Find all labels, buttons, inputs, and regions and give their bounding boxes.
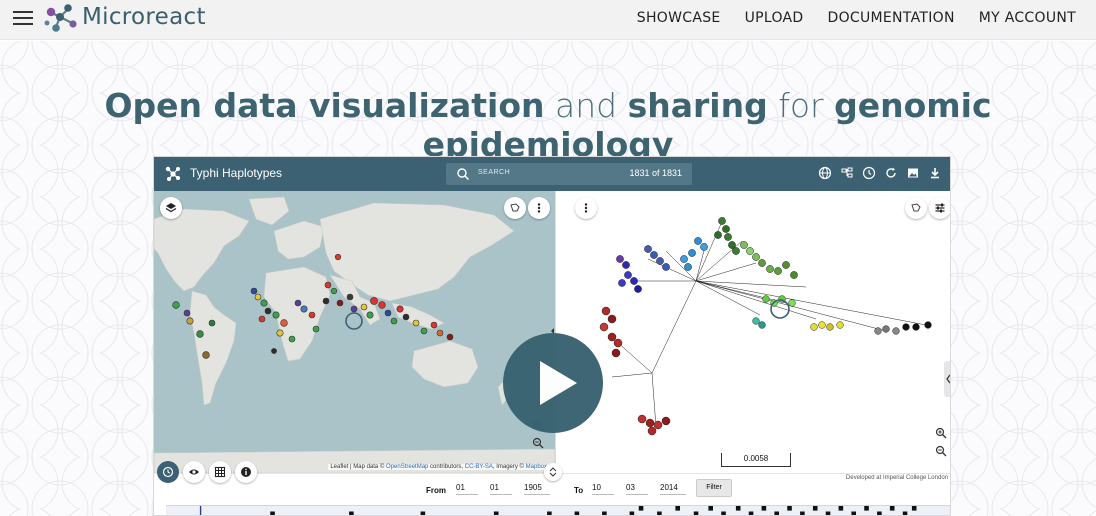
- cc-by-sa-link[interactable]: CC-BY-SA: [464, 464, 493, 470]
- eye-icon: [189, 469, 199, 475]
- info-icon: [241, 467, 251, 477]
- timeline-chart[interactable]: [166, 505, 951, 516]
- map-lasso-button[interactable]: [504, 197, 526, 219]
- top-navbar: Microreact SHOWCASE UPLOAD DOCUMENTATION…: [0, 0, 1096, 40]
- hero-title-part-3: sharing: [627, 86, 768, 125]
- grid-icon: [214, 466, 226, 478]
- map-more-button[interactable]: [528, 197, 550, 219]
- hero-title: Open data visualization and sharing for …: [0, 86, 1096, 164]
- info-button[interactable]: [235, 461, 257, 483]
- layers-icon: [165, 203, 177, 213]
- nav-documentation[interactable]: DOCUMENTATION: [827, 10, 955, 26]
- play-icon: [540, 361, 577, 405]
- from-year-input[interactable]: 1905: [524, 483, 550, 495]
- more-vertical-icon: [584, 203, 588, 213]
- hero-title-part-4: for: [767, 86, 835, 125]
- to-day-input[interactable]: 10: [592, 483, 614, 495]
- nav-showcase[interactable]: SHOWCASE: [636, 10, 721, 26]
- hero-title-part-2: and: [544, 86, 628, 125]
- brand-name[interactable]: Microreact: [82, 4, 206, 30]
- to-label: To: [574, 486, 584, 495]
- table-button[interactable]: [209, 461, 231, 483]
- menu-icon[interactable]: [13, 10, 33, 26]
- tree-lasso-button[interactable]: [905, 197, 927, 219]
- tree-scale-bar: 0.0058: [721, 453, 791, 467]
- sliders-icon: [935, 203, 945, 213]
- search-icon: [457, 168, 470, 181]
- more-vertical-icon: [537, 203, 541, 213]
- timeline-resize-button[interactable]: [544, 463, 562, 481]
- microreact-logo-icon[interactable]: [42, 1, 78, 33]
- download-icon[interactable]: [928, 166, 942, 180]
- refresh-icon[interactable]: [884, 166, 898, 180]
- map-attribution: Leaflet | Map data © OpenStreetMap contr…: [328, 464, 549, 470]
- tree-zoom-out-icon[interactable]: [935, 445, 947, 457]
- map-panel[interactable]: Leaflet | Map data © OpenStreetMap contr…: [154, 191, 555, 473]
- clock-icon[interactable]: [862, 166, 876, 180]
- osm-link[interactable]: OpenStreetMap: [386, 464, 429, 470]
- tree-icon[interactable]: [840, 166, 854, 180]
- app-toolbar: [818, 166, 942, 180]
- chevron-left-icon: [946, 374, 950, 384]
- from-label: From: [426, 486, 446, 495]
- map-attribution-post: , Imagery ©: [492, 464, 526, 470]
- app-logo-icon: [165, 166, 180, 181]
- lasso-icon: [510, 203, 520, 212]
- tree-more-button[interactable]: [575, 197, 597, 219]
- app-search-bar[interactable]: SEARCH 1831 of 1831: [446, 163, 692, 185]
- globe-icon[interactable]: [818, 166, 832, 180]
- tree-zoom-in-icon[interactable]: [935, 427, 947, 439]
- to-year-input[interactable]: 2014: [660, 483, 686, 495]
- nav-my-account[interactable]: MY ACCOUNT: [978, 10, 1076, 26]
- search-placeholder: SEARCH: [478, 169, 511, 176]
- tree-settings-button[interactable]: [929, 197, 950, 219]
- from-day-input[interactable]: 01: [456, 483, 478, 495]
- map-attribution-mid: contributors,: [428, 464, 465, 470]
- mapbox-link[interactable]: Mapbox: [525, 464, 547, 470]
- record-count: 1831 of 1831: [629, 168, 682, 178]
- main-nav: SHOWCASE UPLOAD DOCUMENTATION MY ACCOUNT: [637, 10, 1076, 26]
- app-title: Typhi Haplotypes: [190, 166, 283, 180]
- visibility-button[interactable]: [183, 461, 205, 483]
- from-month-input[interactable]: 01: [490, 483, 512, 495]
- unfold-icon: [549, 467, 557, 477]
- app-header: Typhi Haplotypes SEARCH 1831 of 1831: [154, 157, 950, 191]
- layers-button[interactable]: [160, 197, 182, 219]
- phylogenetic-tree[interactable]: [556, 191, 951, 473]
- side-drawer-toggle[interactable]: [944, 361, 950, 397]
- world-map[interactable]: [154, 191, 555, 473]
- hero-title-part-1: Open data visualization: [104, 86, 545, 125]
- play-video-button[interactable]: [503, 333, 603, 433]
- to-month-input[interactable]: 03: [626, 483, 648, 495]
- filter-button[interactable]: Filter: [696, 479, 732, 497]
- nav-upload[interactable]: UPLOAD: [744, 10, 804, 26]
- developer-credit: Developed at Imperial College London: [845, 475, 948, 481]
- tree-panel[interactable]: [555, 191, 951, 473]
- map-zoom-out-icon[interactable]: [532, 437, 544, 449]
- map-attribution-pre: Leaflet | Map data ©: [330, 464, 387, 470]
- clock-icon: [162, 466, 174, 478]
- timeline-button[interactable]: [157, 461, 179, 483]
- image-icon[interactable]: [906, 166, 920, 180]
- lasso-icon: [911, 203, 921, 212]
